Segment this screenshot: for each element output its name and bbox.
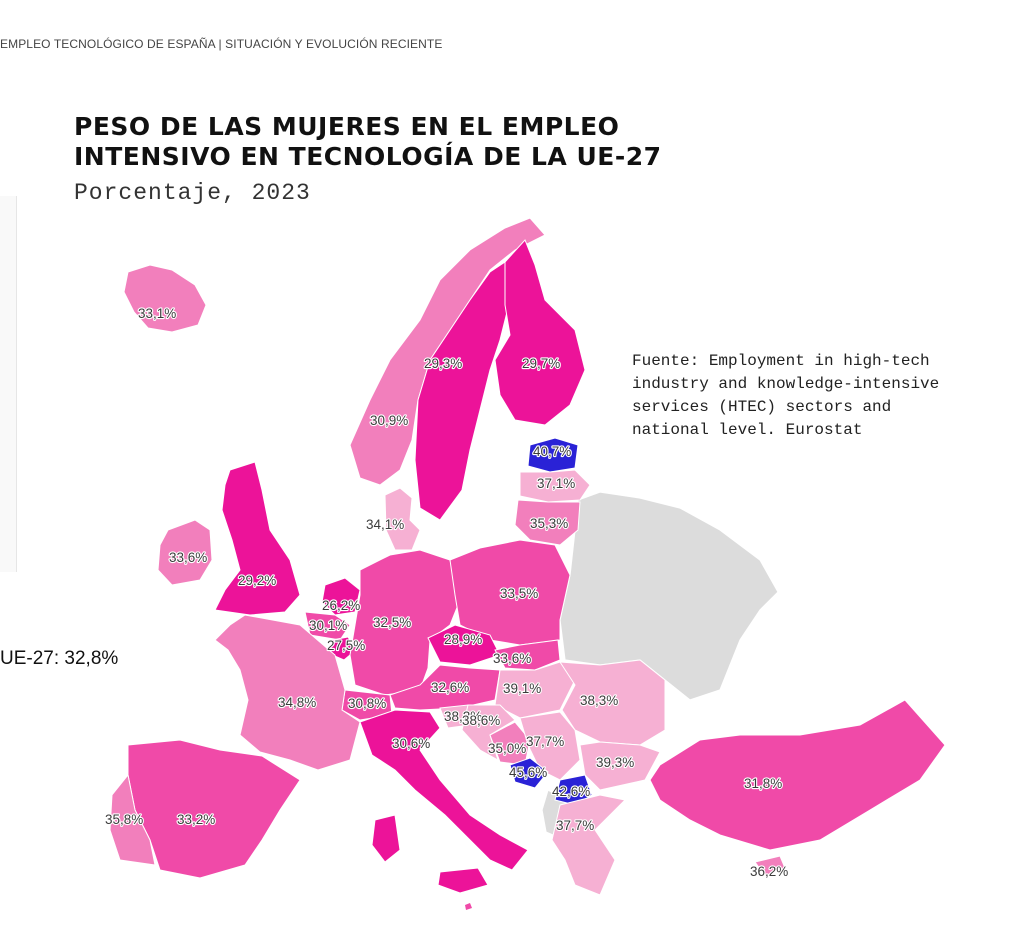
country-denmark[interactable] <box>384 487 421 551</box>
country-norway[interactable] <box>349 217 546 486</box>
country-turkey[interactable] <box>649 699 946 851</box>
title-line-1: PESO DE LAS MUJERES EN EL EMPLEO <box>74 112 620 141</box>
label-romania: 38,3% <box>580 693 618 708</box>
source-note: Fuente: Employment in high-tech industry… <box>632 350 1012 442</box>
country-serbia[interactable] <box>519 711 581 781</box>
chart-subtitle: Porcentaje, 2023 <box>74 180 311 206</box>
country-slovakia[interactable] <box>494 639 561 671</box>
title-line-2: INTENSIVO EN TECNOLOGÍA DE LA UE-27 <box>74 142 662 171</box>
eu-average-label: UE-27: 32,8% <box>0 648 119 669</box>
label-serbia: 37,7% <box>526 734 564 749</box>
country-cyprus[interactable] <box>754 855 786 877</box>
label-iceland: 33,1% <box>138 306 176 321</box>
country-iceland[interactable] <box>123 264 207 333</box>
report-header: EMPLEO TECNOLÓGICO DE ESPAÑA | SITUACIÓN… <box>0 37 443 51</box>
country-estonia[interactable] <box>527 437 579 473</box>
country-montenegro[interactable] <box>509 757 549 789</box>
country-italy-sicily[interactable] <box>437 867 489 894</box>
source-line-1: Fuente: Employment in high-tech <box>632 352 930 370</box>
source-line-4: national level. Eurostat <box>632 421 863 439</box>
label-czechia: 28,9% <box>444 632 482 647</box>
label-united-kingdom: 29,2% <box>238 573 276 588</box>
label-montenegro: 45,6% <box>509 765 547 780</box>
country-ireland[interactable] <box>157 519 213 586</box>
label-lithuania: 35,3% <box>530 516 568 531</box>
label-greece: 37,7% <box>556 818 594 833</box>
label-slovakia: 33,6% <box>493 651 531 666</box>
label-switzerland: 30,8% <box>348 696 386 711</box>
country-lithuania[interactable] <box>514 499 581 546</box>
label-slovenia: 38,2% <box>444 709 482 724</box>
label-estonia: 40,7% <box>533 444 571 459</box>
label-sweden: 29,3% <box>424 356 462 371</box>
country-bosnia[interactable] <box>489 721 531 766</box>
country-finland[interactable] <box>494 239 586 426</box>
label-netherlands: 26,2% <box>322 598 360 613</box>
label-spain: 33,2% <box>177 812 215 827</box>
country-united-kingdom[interactable] <box>214 461 301 616</box>
country-netherlands[interactable] <box>321 577 361 616</box>
label-bulgaria: 39,3% <box>596 755 634 770</box>
side-panel <box>0 196 17 572</box>
country-belgium[interactable] <box>304 611 351 641</box>
label-ireland: 33,6% <box>169 550 207 565</box>
country-portugal[interactable] <box>109 773 156 866</box>
country-italy-sardinia[interactable] <box>371 814 401 863</box>
label-finland: 29,7% <box>522 356 560 371</box>
label-germany: 32,5% <box>373 615 411 630</box>
label-portugal: 35,8% <box>105 812 143 827</box>
label-italy: 30,6% <box>392 736 430 751</box>
country-croatia[interactable] <box>461 704 516 762</box>
label-turkey: 31,8% <box>744 776 782 791</box>
label-north-macedonia: 42,6% <box>552 784 590 799</box>
label-cyprus: 36,2% <box>750 864 788 879</box>
source-line-2: industry and knowledge-intensive <box>632 375 940 393</box>
country-sweden[interactable] <box>414 261 511 521</box>
label-poland: 33,5% <box>500 586 538 601</box>
country-poland[interactable] <box>449 539 571 646</box>
country-italy[interactable] <box>359 709 529 871</box>
label-luxembourg: 27,5% <box>327 638 365 653</box>
label-bosnia: 35,0% <box>488 741 526 756</box>
country-latvia[interactable] <box>519 469 591 503</box>
country-bulgaria[interactable] <box>579 741 661 791</box>
label-belgium: 30,1% <box>309 618 347 633</box>
label-norway: 30,9% <box>370 413 408 428</box>
label-croatia: 38,6% <box>462 713 500 728</box>
source-line-3: services (HTEC) sectors and <box>632 398 892 416</box>
country-germany[interactable] <box>349 549 461 696</box>
chart-title: PESO DE LAS MUJERES EN EL EMPLEO INTENSI… <box>74 112 662 172</box>
label-france: 34,8% <box>278 695 316 710</box>
country-malta <box>465 903 472 910</box>
label-hungary: 39,1% <box>503 681 541 696</box>
value-labels: 33,1% 30,9% 29,3% 29,7% 40,7% 37,1% 35,3… <box>104 305 789 880</box>
label-latvia: 37,1% <box>537 476 575 491</box>
country-greece[interactable] <box>551 794 627 896</box>
country-france[interactable] <box>214 614 361 771</box>
label-austria: 32,6% <box>431 680 469 695</box>
label-denmark: 34,1% <box>366 517 404 532</box>
